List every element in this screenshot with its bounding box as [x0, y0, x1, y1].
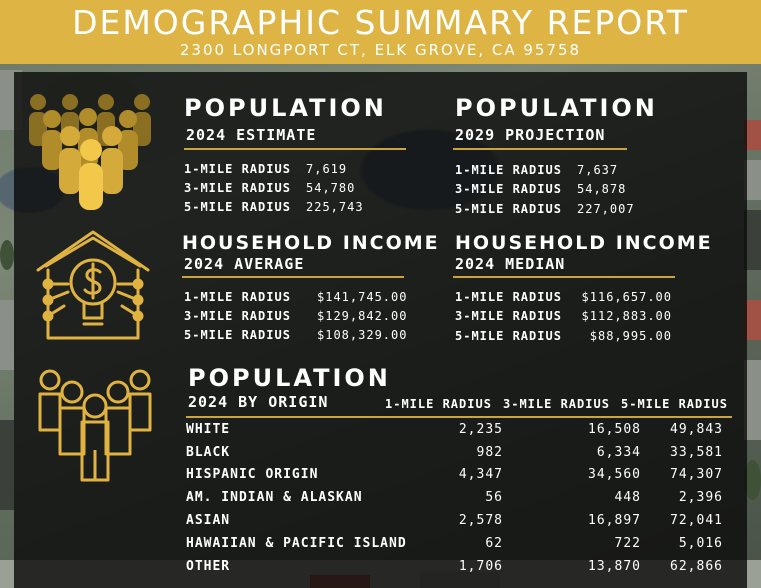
income-avg-value-2: $129,842.00	[317, 309, 408, 323]
origin-value-1-mile: 982	[476, 445, 503, 460]
income-avg-value-3: $108,329.00	[317, 328, 408, 342]
income-avg-label-3: 5-MILE RADIUS	[184, 328, 291, 342]
population-2029-subtitle: 2029 PROJECTION	[455, 126, 606, 144]
income-avg-label-2: 3-MILE RADIUS	[184, 309, 291, 323]
table-row: ASIAN 2,578 16,897 72,041	[186, 513, 726, 533]
pop2024-value-2: 54,780	[306, 181, 356, 195]
population-2029-title: POPULATION	[455, 94, 658, 122]
origin-value-1-mile: 62	[485, 536, 503, 551]
table-row: HISPANIC ORIGIN 4,347 34,560 74,307	[186, 467, 726, 487]
pop2029-value-2: 54,878	[577, 182, 627, 196]
pop2024-label-2: 3-MILE RADIUS	[184, 181, 291, 195]
people-group-icon	[38, 369, 152, 482]
column-header-3-mile: 3-MILE RADIUS	[503, 397, 610, 411]
pop2024-label-1: 1-MILE RADIUS	[184, 162, 291, 176]
income-med-value-1: $116,657.00	[581, 290, 672, 304]
population-2024-divider	[184, 148, 406, 150]
origin-value-5-mile: 49,843	[670, 422, 723, 437]
column-header-5-mile: 5-MILE RADIUS	[621, 397, 728, 411]
income-median-subtitle: 2024 MEDIAN	[455, 255, 566, 273]
population-2029-divider	[453, 148, 627, 150]
origin-value-3-mile: 16,508	[588, 422, 641, 437]
header-banner: DEMOGRAPHIC SUMMARY REPORT 2300 LONGPORT…	[0, 0, 761, 64]
population-2024-title: POPULATION	[184, 94, 387, 122]
income-med-value-3: $88,995.00	[589, 329, 672, 343]
income-median-title: HOUSEHOLD INCOME	[455, 232, 713, 254]
origin-name: HISPANIC ORIGIN	[186, 467, 319, 482]
origin-name: BLACK	[186, 445, 231, 460]
people-crowd-icon	[29, 94, 151, 210]
origin-divider	[186, 416, 732, 418]
table-row: BLACK 982 6,334 33,581	[186, 445, 726, 465]
origin-value-1-mile: 56	[485, 490, 503, 505]
origin-value-3-mile: 13,870	[588, 559, 641, 574]
origin-value-5-mile: 2,396	[678, 490, 723, 505]
origin-value-5-mile: 74,307	[670, 467, 723, 482]
house-lightbulb-dollar-icon	[36, 230, 150, 340]
origin-value-3-mile: 16,897	[588, 513, 641, 528]
column-header-1-mile: 1-MILE RADIUS	[385, 397, 492, 411]
origin-value-5-mile: 72,041	[670, 513, 723, 528]
origin-value-3-mile: 722	[614, 536, 641, 551]
income-average-title: HOUSEHOLD INCOME	[182, 232, 440, 254]
origin-title: POPULATION	[188, 364, 391, 392]
pop2029-label-1: 1-MILE RADIUS	[455, 163, 562, 177]
income-med-label-1: 1-MILE RADIUS	[455, 290, 562, 304]
income-avg-value-1: $141,745.00	[317, 290, 408, 304]
property-address: 2300 LONGPORT CT, ELK GROVE, CA 95758	[179, 41, 582, 59]
origin-value-3-mile: 34,560	[588, 467, 641, 482]
table-row: WHITE 2,235 16,508 49,843	[186, 422, 726, 442]
pop2029-label-3: 5-MILE RADIUS	[455, 202, 562, 216]
income-med-label-3: 5-MILE RADIUS	[455, 329, 562, 343]
origin-name: OTHER	[186, 559, 231, 574]
table-row: AM. INDIAN & ALASKAN 56 448 2,396	[186, 490, 726, 510]
origin-value-3-mile: 448	[614, 490, 641, 505]
pop2024-label-3: 5-MILE RADIUS	[184, 200, 291, 214]
origin-subtitle: 2024 BY ORIGIN	[188, 393, 329, 411]
origin-value-5-mile: 33,581	[670, 445, 723, 460]
table-row: HAWAIIAN & PACIFIC ISLAND 62 722 5,016	[186, 536, 726, 556]
income-average-subtitle: 2024 AVERAGE	[184, 255, 305, 273]
origin-name: WHITE	[186, 422, 231, 437]
origin-value-1-mile: 1,706	[458, 559, 503, 574]
pop2024-value-3: 225,743	[306, 200, 364, 214]
origin-name: AM. INDIAN & ALASKAN	[186, 490, 363, 505]
report-title: DEMOGRAPHIC SUMMARY REPORT	[72, 3, 689, 42]
origin-value-3-mile: 6,334	[596, 445, 641, 460]
origin-value-1-mile: 4,347	[458, 467, 503, 482]
origin-name: ASIAN	[186, 513, 231, 528]
income-median-divider	[453, 276, 675, 278]
pop2029-value-1: 7,637	[577, 163, 619, 177]
origin-value-1-mile: 2,235	[458, 422, 503, 437]
income-avg-label-1: 1-MILE RADIUS	[184, 290, 291, 304]
origin-name: HAWAIIAN & PACIFIC ISLAND	[186, 536, 407, 551]
pop2024-value-1: 7,619	[306, 162, 348, 176]
origin-value-1-mile: 2,578	[458, 513, 503, 528]
pop2029-value-3: 227,007	[577, 202, 635, 216]
income-med-value-2: $112,883.00	[581, 309, 672, 323]
income-average-divider	[182, 276, 404, 278]
origin-value-5-mile: 5,016	[678, 536, 723, 551]
pop2029-label-2: 3-MILE RADIUS	[455, 182, 562, 196]
table-row: OTHER 1,706 13,870 62,866	[186, 559, 726, 579]
income-med-label-2: 3-MILE RADIUS	[455, 309, 562, 323]
population-2024-subtitle: 2024 ESTIMATE	[186, 126, 317, 144]
origin-value-5-mile: 62,866	[670, 559, 723, 574]
